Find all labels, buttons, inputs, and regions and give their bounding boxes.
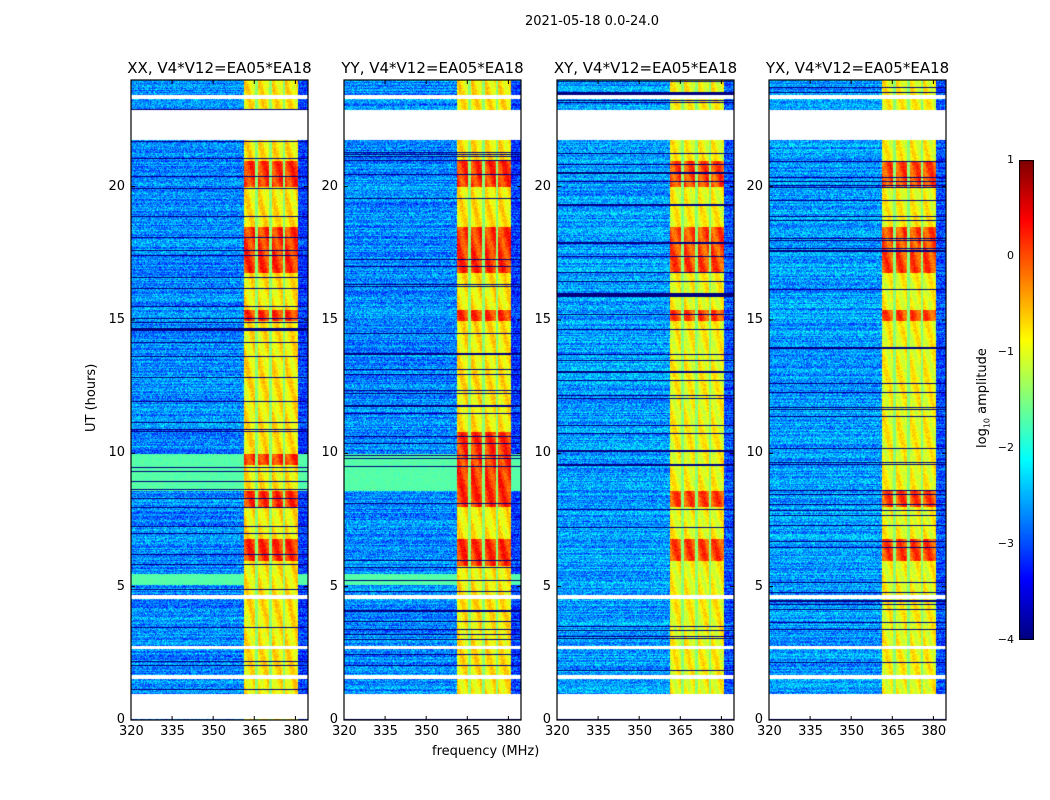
y-tick-label: 0	[754, 712, 763, 727]
panel-frame	[343, 79, 522, 721]
panel-frame	[768, 79, 947, 721]
x-tick-label: 380	[283, 724, 309, 739]
panel-frame	[130, 79, 309, 721]
y-tick-label: 15	[108, 312, 125, 327]
x-tick-label: 335	[160, 724, 185, 739]
y-tick-label: 20	[321, 178, 338, 194]
y-tick-label: 15	[746, 312, 763, 327]
y-tick-label: 0	[116, 712, 125, 727]
y-tick-label: 10	[534, 445, 551, 461]
colorbar-tick-label: −4	[997, 633, 1014, 646]
colorbar	[1019, 160, 1034, 640]
x-tick-label: 320	[332, 724, 357, 739]
x-tick-label: 335	[798, 724, 823, 739]
x-tick-label: 350	[627, 724, 653, 739]
colorbar-tick-label: 1	[1007, 153, 1014, 166]
x-tick-label: 320	[119, 724, 144, 739]
x-tick-label: 380	[496, 724, 522, 739]
x-tick-label: 365	[242, 724, 268, 739]
y-tick-label: 5	[329, 578, 338, 594]
panel-title-2: YY, V4*V12=EA05*EA18	[341, 59, 524, 77]
panel-frame	[556, 79, 735, 721]
colorbar-tick-label: −1	[997, 345, 1014, 358]
x-tick-label: 380	[921, 724, 947, 739]
y-tick-label: 15	[321, 312, 338, 327]
x-tick-label: 365	[880, 724, 906, 739]
colorbar-tick-label: 0	[1007, 249, 1014, 262]
panel-title-3: XY, V4*V12=EA05*EA18	[553, 59, 738, 77]
x-tick-label: 350	[839, 724, 865, 739]
x-tick-label: 350	[201, 724, 227, 739]
x-tick-label: 335	[373, 724, 398, 739]
colorbar-tick-label: −2	[997, 441, 1014, 454]
x-tick-label: 350	[414, 724, 440, 739]
x-tick-label: 380	[709, 724, 735, 739]
colorbar-tick-label: −3	[997, 537, 1014, 550]
y-tick-label: 5	[754, 578, 763, 594]
waterfall-heatmap-1	[131, 80, 308, 720]
x-tick-label: 365	[455, 724, 481, 739]
panel-title-1: XX, V4*V12=EA05*EA18	[127, 59, 312, 77]
panel-title-4: YX, V4*V12=EA05*EA18	[765, 59, 950, 77]
y-tick-label: 10	[108, 445, 125, 461]
y-tick-label: 0	[329, 712, 338, 727]
x-tick-label: 320	[757, 724, 782, 739]
x-tick-label: 335	[586, 724, 611, 739]
y-tick-label: 20	[534, 178, 551, 194]
y-tick-label: 10	[746, 445, 763, 461]
waterfall-heatmap-2	[344, 80, 521, 720]
waterfall-heatmap-4	[769, 80, 946, 720]
y-tick-label: 20	[108, 178, 125, 194]
y-tick-label: 20	[746, 178, 763, 194]
x-tick-label: 365	[668, 724, 694, 739]
y-tick-label: 5	[542, 578, 551, 594]
figure-title: 2021-05-18 0.0-24.0	[525, 14, 659, 29]
y-tick-label: 10	[321, 445, 338, 461]
x-tick-label: 320	[545, 724, 570, 739]
y-tick-label: 0	[542, 712, 551, 727]
y-tick-label: 15	[534, 312, 551, 327]
waterfall-heatmap-3	[557, 80, 734, 720]
y-tick-label: 5	[116, 578, 125, 594]
x-axis-label: frequency (MHz)	[432, 744, 540, 759]
